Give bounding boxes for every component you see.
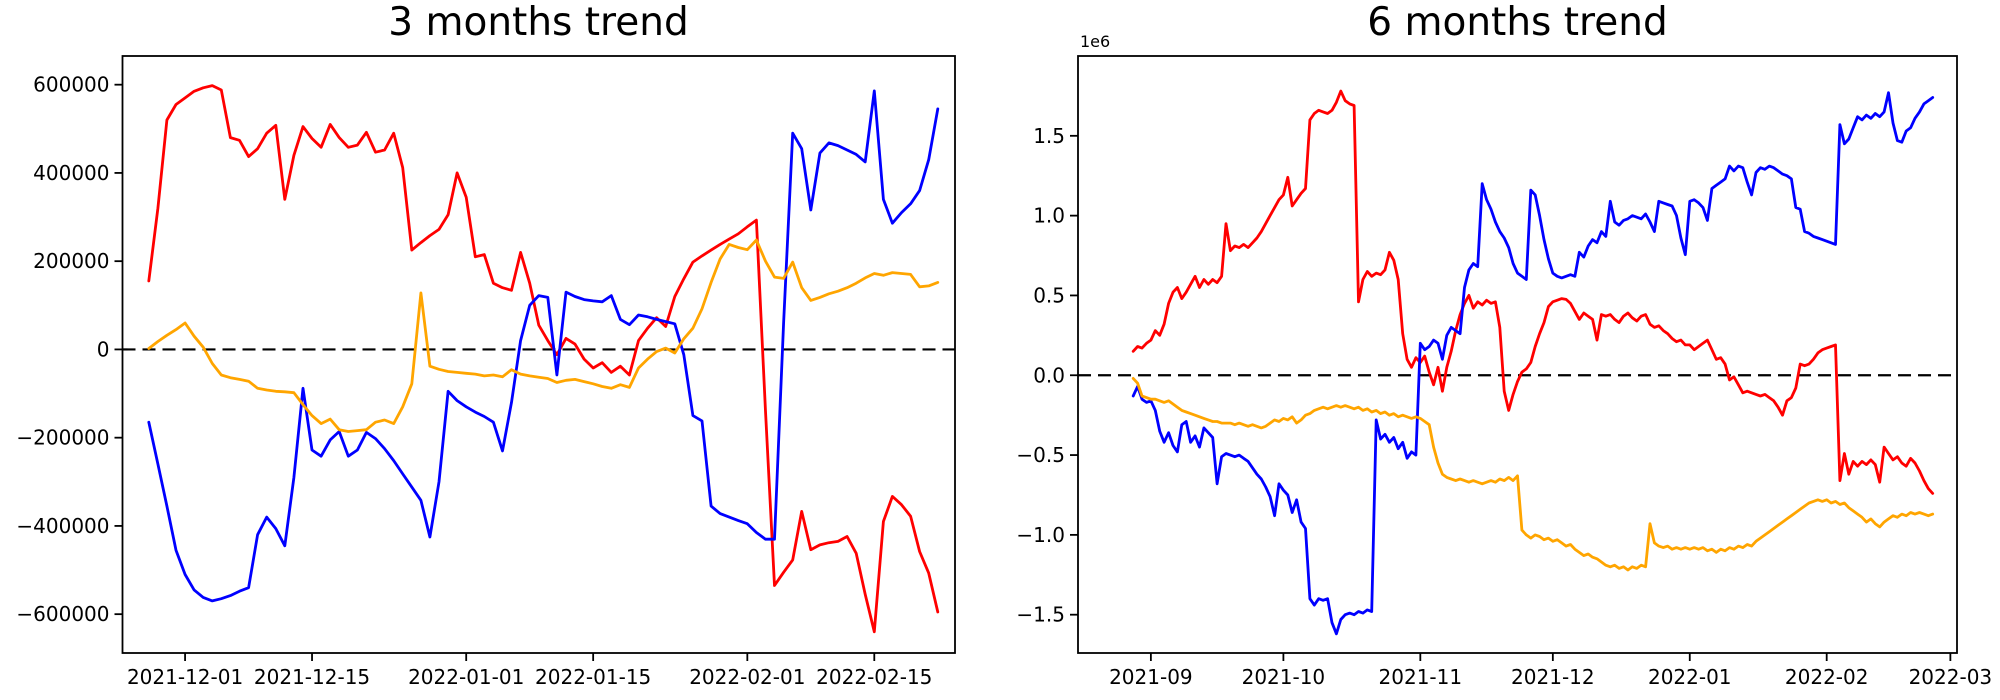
- chart-0: 2021-12-01 2021-12-15 2022-01-01 2022-01-15…: [16, 55, 956, 689]
- x-tick-label: 2021-12-15: [254, 665, 370, 689]
- y-tick-label: 1.5: [1033, 124, 1065, 148]
- y-tick-label: −200000: [16, 426, 109, 450]
- x-tick-label: 2021-12: [1511, 665, 1595, 689]
- x-tick-label: 2021-10: [1242, 665, 1326, 689]
- y-tick-label: 1.0: [1033, 204, 1065, 228]
- x-tick-label: 2022-01-15: [535, 665, 651, 689]
- x-tick-label: 2021-11: [1379, 665, 1463, 689]
- y-tick-label: −1.5: [1016, 603, 1065, 627]
- x-tick-label: 2022-03: [1909, 665, 1993, 689]
- x-tick-label: 2022-02-15: [816, 665, 932, 689]
- plot-border: [1077, 55, 1958, 654]
- series-red-line: [1131, 89, 1935, 495]
- chart2-title: 6 months trend: [1367, 0, 1668, 45]
- y-tick-label: 0.5: [1033, 283, 1065, 307]
- x-tick-label: 2021-09: [1109, 665, 1193, 689]
- x-tick-label: 2021-12-01: [127, 665, 243, 689]
- y-tick-label: −0.5: [1016, 443, 1065, 467]
- chart2-y-axis-offset-label: 1e6: [1080, 32, 1111, 51]
- y-tick-label: 0: [97, 337, 110, 361]
- series-blue-line: [147, 89, 940, 603]
- chart1-title: 3 months trend: [388, 0, 689, 45]
- chart-1: 2021-09 2021-10 2021-11 2021-12 2022-01 2022-…: [1016, 55, 1993, 689]
- x-tick-label: 2022-01-01: [408, 665, 524, 689]
- y-tick-label: −1.0: [1016, 523, 1065, 547]
- y-tick-label: 200000: [33, 249, 109, 273]
- y-tick-label: −400000: [16, 514, 109, 538]
- series-orange-line: [1131, 376, 1935, 572]
- series-blue-line: [1131, 91, 1935, 636]
- y-tick-label: 400000: [33, 161, 109, 185]
- series-red-line: [147, 84, 940, 634]
- plot-border: [121, 55, 956, 654]
- y-tick-label: −600000: [16, 602, 109, 626]
- x-tick-label: 2022-01: [1648, 665, 1732, 689]
- y-tick-label: 600000: [33, 73, 109, 97]
- series-orange-line: [147, 238, 940, 433]
- x-tick-label: 2022-02-01: [689, 665, 805, 689]
- x-tick-label: 2022-02: [1785, 665, 1869, 689]
- y-tick-label: 0.0: [1033, 363, 1065, 387]
